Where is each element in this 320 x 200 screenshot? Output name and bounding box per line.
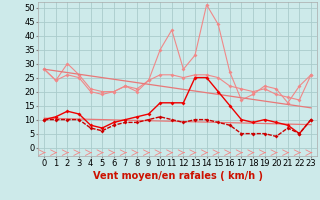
X-axis label: Vent moyen/en rafales ( km/h ): Vent moyen/en rafales ( km/h )	[92, 171, 263, 181]
